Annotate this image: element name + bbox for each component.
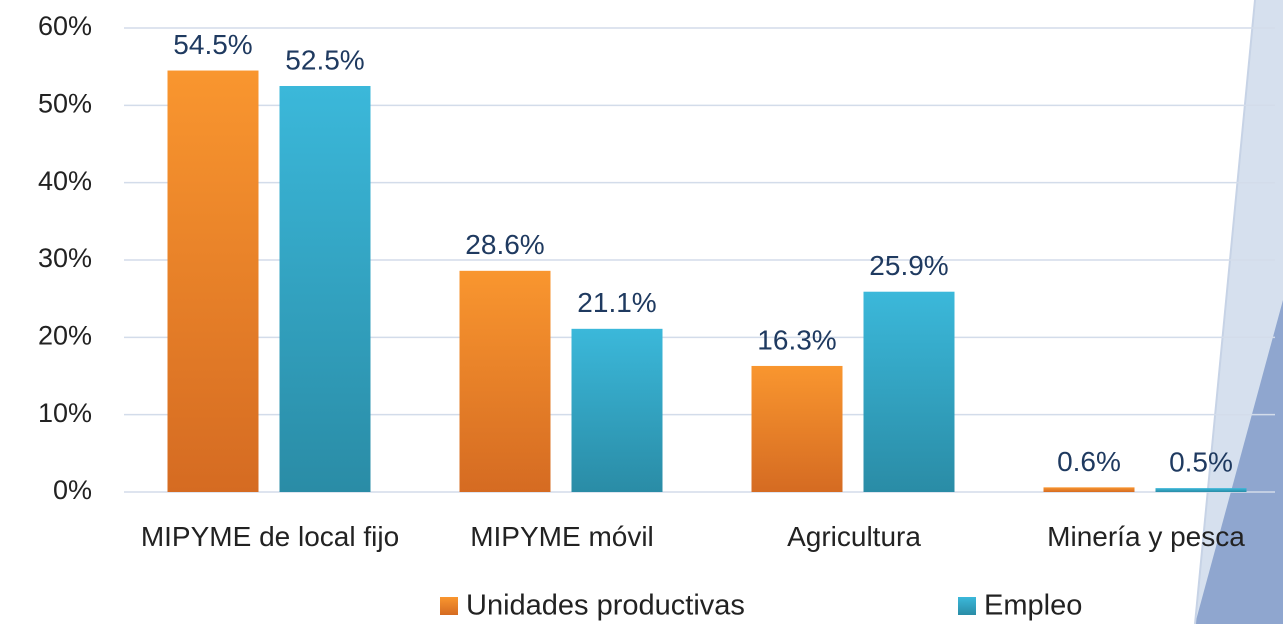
decor <box>1195 300 1283 624</box>
x-tick-label: Agricultura <box>787 521 921 552</box>
x-tick-label: MIPYME de local fijo <box>140 521 400 552</box>
y-tick-label: 40% <box>38 166 92 196</box>
bar <box>1043 487 1135 492</box>
bar <box>751 365 843 492</box>
data-label: 52.5% <box>285 44 364 75</box>
bar <box>571 328 663 492</box>
data-label: 0.6% <box>1057 446 1121 477</box>
y-tick-label: 10% <box>38 398 92 428</box>
y-tick-label: 30% <box>38 243 92 273</box>
data-label: 0.5% <box>1169 447 1233 478</box>
y-tick-label: 0% <box>53 475 92 505</box>
y-tick-label: 50% <box>38 88 92 118</box>
y-tick-label: 20% <box>38 320 92 350</box>
y-tick-label: 60% <box>38 11 92 41</box>
data-label: 21.1% <box>577 287 656 318</box>
bar <box>167 70 259 493</box>
data-label: 54.5% <box>173 29 252 60</box>
bar <box>459 270 551 492</box>
legend-swatch <box>958 597 976 615</box>
bar <box>863 291 955 492</box>
x-tick-label: MIPYME móvil <box>470 521 654 552</box>
data-label: 16.3% <box>757 324 836 355</box>
x-tick-label: Minería y pesca <box>1047 521 1245 552</box>
data-label: 28.6% <box>465 229 544 260</box>
bar <box>1155 488 1247 492</box>
legend-label: Unidades productivas <box>466 590 745 622</box>
data-label: 25.9% <box>869 250 948 281</box>
legend-label: Empleo <box>984 590 1082 622</box>
decor <box>1194 0 1256 624</box>
bar <box>279 86 371 492</box>
legend-swatch <box>440 597 458 615</box>
